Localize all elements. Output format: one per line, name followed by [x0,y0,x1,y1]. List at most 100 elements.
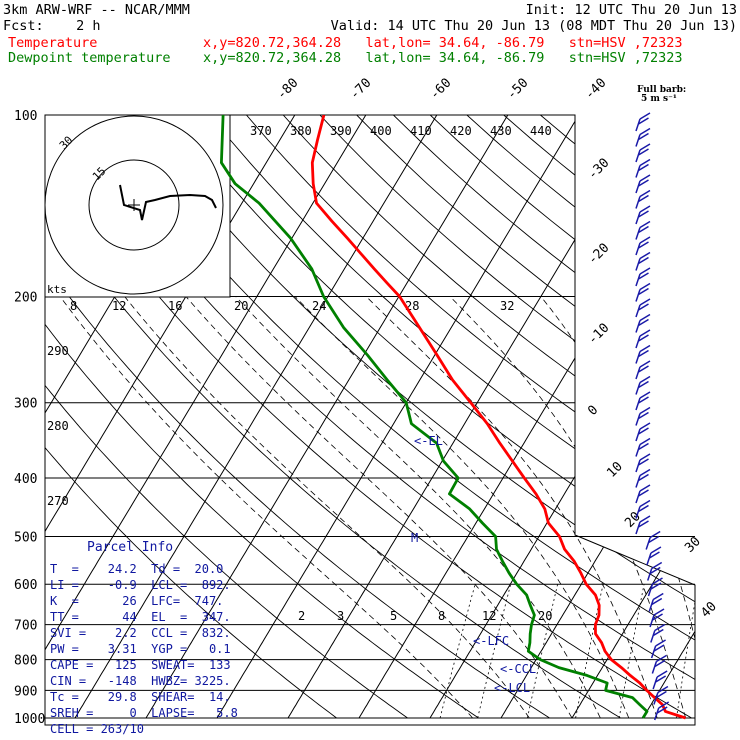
wind-barb [635,112,651,132]
isotherm-line [45,115,296,719]
valid-time: Valid: 14 UTC Thu 20 Jun 13 (08 MDT Thu … [330,18,737,34]
wind-barb [635,251,651,271]
wind-barb [635,220,651,240]
barb-legend-title: Full barb: [637,85,687,95]
pressure-tick-label: 500 [14,530,37,545]
hodograph-panel [44,114,231,298]
isotherm-label: 0 [585,403,601,419]
parcel-row: Tc = 29.8 SHEAR= 14. [50,690,231,704]
profile-annotation: <-CCL [500,662,536,676]
mixing-ratio-label: 32 [500,299,514,313]
theta-label: 370 [250,124,272,138]
wind-barb [653,685,669,705]
dry-adiabat-line [282,115,695,719]
dry-adiabat-line [45,115,692,719]
dry-adiabat-line [209,115,695,719]
isotherm-line [358,115,695,719]
moist-adiabat-line [124,296,530,719]
dry-adiabat-line [429,115,695,719]
wind-barb [635,484,651,504]
profile-annotation: M [411,531,418,545]
theta-label: 380 [290,124,312,138]
wind-barb [648,592,664,612]
wind-barb [635,189,651,209]
wind-barb [635,205,651,225]
mixing-ratio-label: 8 [438,609,445,623]
parcel-row: PW = 3.31 YGP = 0.1 [50,642,231,656]
pressure-tick-label: 100 [14,109,37,124]
dry-adiabat-line [172,115,695,719]
dry-adiabat-line [135,115,695,719]
theta-label: 410 [410,124,432,138]
forecast-hour: Fcst: 2 h [3,18,101,34]
isotherm-label: 40 [698,599,720,621]
wind-barb [635,437,651,457]
isotherm-label: 30 [682,534,704,556]
isotherm-line [642,115,695,719]
wind-barb [645,530,661,550]
mixing-ratio-label: 5 [390,609,397,623]
isotherm-label: -30 [585,156,612,183]
isotherm-line [145,115,509,719]
wind-barb [635,515,651,535]
pressure-tick-label: 200 [14,291,37,306]
dry-adiabat-line [613,115,695,719]
hodograph-trace [119,184,217,221]
pressure-tick-label: 600 [14,578,37,593]
isotherm-line [45,115,367,719]
dry-adiabat-line [393,115,695,719]
parcel-row: CAPE = 125 SWEAT= 133 [50,658,231,672]
parcel-row: T = 24.2 Td = 20.0 [50,562,224,576]
profile-annotation: <-LFC [473,634,509,648]
mixing-ratio-label: 12 [482,609,496,623]
barb-legend-value: 5 m s⁻¹ [641,94,677,104]
wind-barb [647,577,663,597]
parcel-row: CIN = -148 HWBZ= 3225. [50,674,231,688]
moist-adiabat-line [294,296,630,719]
wind-barb [650,639,666,659]
wind-barb [651,654,667,674]
theta-label: 440 [530,124,552,138]
moist-adiabat-line [625,296,695,719]
hodograph-unit: kts [47,283,67,296]
theta-label: 420 [450,124,472,138]
isotherm-label: -80 [274,76,301,103]
isotherm-line [714,115,740,718]
mixing-ratio-line [527,584,558,719]
moist-adiabat-line [185,296,573,719]
temperature-legend: Temperature [8,35,98,51]
wind-barb [635,282,651,302]
theta-label: 390 [330,124,352,138]
dry-adiabat-line [62,115,695,719]
pressure-tick-label: 1000 [14,712,45,727]
mixing-ratio-label: 16 [168,299,182,313]
profile-annotation: <-EL [414,434,443,448]
wind-barb [635,406,651,426]
init-time: Init: 12 UTC Thu 20 Jun 13 [525,2,737,18]
temperature-profile [310,115,687,720]
parcel-row: TT = 44 EL = 347. [50,610,231,624]
wind-barb [649,608,665,628]
wind-barb [635,174,651,194]
wind-barb [635,158,651,178]
wind-barb [635,344,651,364]
dry-adiabat-line [45,115,337,719]
pressure-tick-label: 800 [14,654,37,669]
wind-barb [635,313,651,333]
parcel-row: LI = -0.9 LCL = 892. [50,578,231,592]
dry-adiabat-line [45,115,408,719]
theta-label: 280 [47,419,69,433]
moist-adiabat-line [540,296,695,719]
wind-barb [635,391,651,411]
mixing-ratio-label: 3 [337,609,344,623]
wind-barb [635,298,651,318]
dry-adiabat-line [45,115,479,719]
temperature-location: x,y=820.72,364.28 lat,lon= 34.64, -86.79… [203,35,683,51]
parcel-row: SVI = 2.2 CCL = 832. [50,626,231,640]
wind-barb [635,267,651,287]
wind-barb [653,701,670,721]
wind-barb [652,670,668,690]
parcel-info-title: Parcel Info [87,540,174,555]
moist-adiabat-line [235,296,601,719]
